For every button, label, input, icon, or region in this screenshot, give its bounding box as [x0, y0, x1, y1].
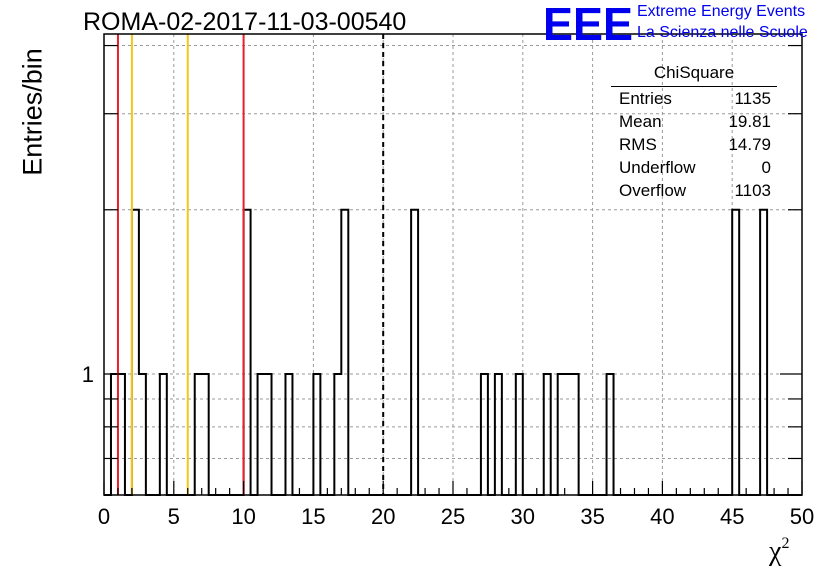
logo-line-1: Extreme Energy Events: [637, 3, 806, 20]
x-tick-label: 35: [580, 504, 604, 529]
stats-row-overflow: Overflow 1103: [611, 179, 777, 202]
stats-row-underflow: Underflow 0: [611, 156, 777, 179]
x-tick-label: 0: [98, 504, 110, 529]
x-tick-label: 30: [511, 504, 535, 529]
stats-row-entries: Entries 1135: [611, 87, 777, 110]
stats-value: 1135: [734, 89, 771, 108]
stats-row-rms: RMS 14.79: [611, 133, 777, 156]
y-tick-label: 1: [82, 362, 94, 387]
stats-key: Mean: [619, 112, 662, 131]
x-tick-label: 10: [231, 504, 255, 529]
eee-logo: EEE: [543, 4, 633, 44]
stats-box: ChiSquare Entries 1135 Mean 19.81 RMS 14.79…: [611, 60, 777, 200]
stats-title: ChiSquare: [611, 60, 777, 87]
x-axis-label-superscript: 2: [781, 535, 790, 552]
x-tick-label: 5: [168, 504, 180, 529]
stats-value: 14.79: [728, 135, 771, 154]
stats-key: Overflow: [619, 181, 687, 200]
logo-line-2: La Scienza nelle Scuole: [637, 24, 808, 41]
stats-row-mean: Mean 19.81: [611, 110, 777, 133]
stats-value: 1103: [734, 181, 771, 200]
x-tick-label: 25: [441, 504, 465, 529]
x-tick-label: 15: [301, 504, 325, 529]
stats-key: Underflow: [619, 158, 696, 177]
x-tick-label: 45: [720, 504, 744, 529]
stats-key: RMS: [619, 135, 657, 154]
plot-title: ROMA-02-2017-11-03-00540: [83, 8, 407, 36]
y-axis-label: Entries/bin: [17, 48, 48, 176]
stats-value: 0: [761, 158, 771, 177]
x-axis-label: χ2: [769, 535, 790, 568]
stats-value: 19.81: [728, 112, 771, 131]
eee-logo-mark: EEE: [543, 4, 633, 44]
x-axis-label-symbol: χ: [769, 536, 782, 567]
x-tick-label: 40: [650, 504, 674, 529]
x-tick-label: 50: [790, 504, 814, 529]
stats-key: Entries: [619, 89, 672, 108]
x-tick-label: 20: [371, 504, 395, 529]
